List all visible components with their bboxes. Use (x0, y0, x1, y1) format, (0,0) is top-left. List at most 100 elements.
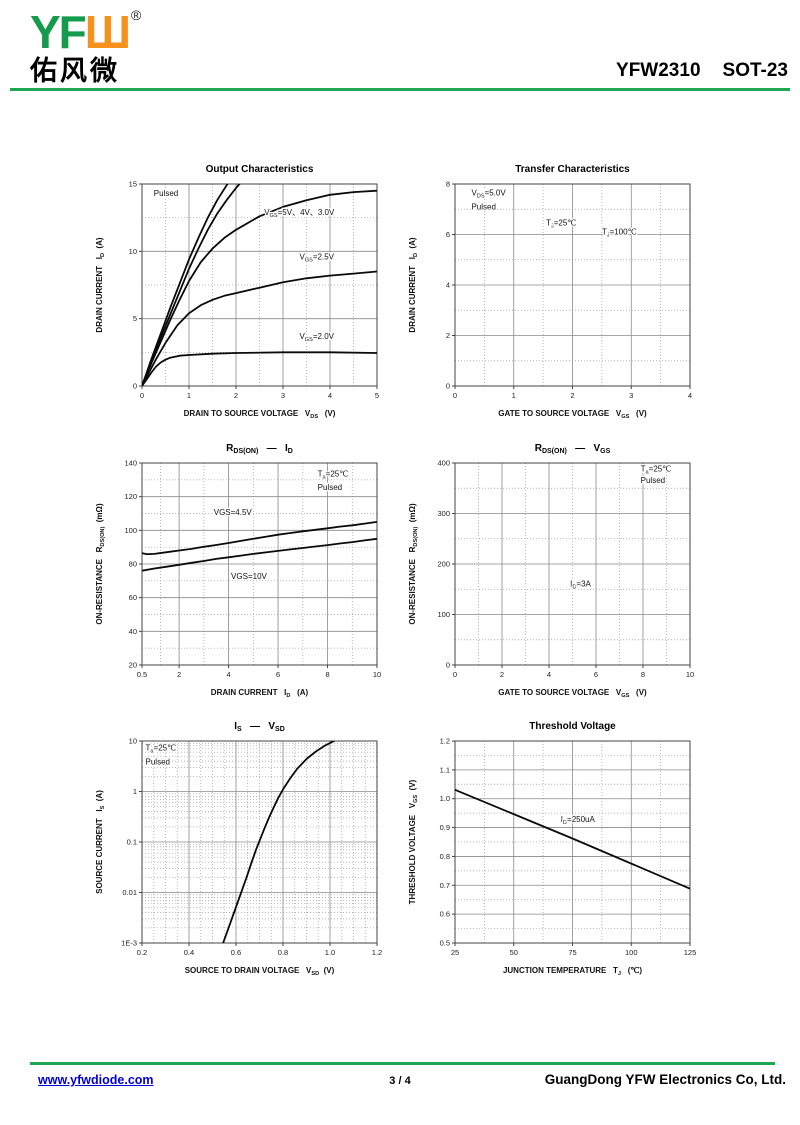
svg-text:VGS=2.5V: VGS=2.5V (299, 252, 334, 263)
svg-text:TJ=25℃: TJ=25℃ (546, 219, 576, 230)
svg-text:VGS=2.0V: VGS=2.0V (299, 332, 334, 343)
svg-text:SOURCE TO DRAIN VOLTAGE VSD: SOURCE TO DRAIN VOLTAGE VSD (V) (185, 966, 335, 977)
svg-text:ID=3A: ID=3A (570, 580, 591, 591)
svg-text:6: 6 (276, 670, 280, 679)
curve-vgs-4v (142, 184, 241, 386)
svg-text:2: 2 (570, 391, 574, 400)
page-number: 3 / 4 (389, 1075, 411, 1087)
svg-text:DRAIN CURRENT ID (A): DRAIN CURRENT ID (A) (211, 688, 309, 699)
svg-text:125: 125 (684, 948, 697, 957)
curve-vgs-4-5v (142, 521, 377, 556)
svg-text:0.01: 0.01 (122, 888, 137, 897)
curve-body-diode (222, 741, 336, 943)
svg-text:2: 2 (500, 670, 504, 679)
svg-text:0.1: 0.1 (127, 838, 137, 847)
svg-text:1: 1 (512, 391, 516, 400)
svg-text:0: 0 (453, 391, 457, 400)
svg-text:40: 40 (129, 627, 137, 636)
svg-text:2: 2 (446, 331, 450, 340)
svg-text:0.6: 0.6 (440, 910, 450, 919)
svg-text:4: 4 (328, 391, 332, 400)
curves-group (142, 184, 377, 386)
svg-text:8: 8 (446, 180, 450, 189)
svg-text:0.5: 0.5 (137, 670, 147, 679)
svg-text:100: 100 (625, 948, 638, 957)
svg-text:VGS=4.5V: VGS=4.5V (214, 508, 253, 517)
svg-text:GATE TO SOURCE VOLTAGE VGS: GATE TO SOURCE VOLTAGE VGS (V) (498, 688, 647, 699)
logo-chinese-name: 佑风微 (30, 56, 120, 86)
svg-text:1.2: 1.2 (372, 948, 382, 957)
svg-text:75: 75 (568, 948, 576, 957)
curves-group (142, 521, 377, 572)
svg-text:Threshold Voltage: Threshold Voltage (529, 721, 616, 732)
logo-w-glyph: Ш (84, 6, 131, 58)
svg-text:3: 3 (629, 391, 633, 400)
chart-output-characteristics: 0 1 2 3 4 5 0 5 10 15 Pulsed VGS=5V、4V、3.0V VGS=2.5V… (90, 158, 412, 426)
curve-vgs-10v (142, 537, 377, 572)
svg-text:Pulsed: Pulsed (154, 189, 178, 198)
footer-rule (30, 1062, 775, 1065)
part-number: YFW2310 (616, 60, 701, 81)
svg-text:0: 0 (446, 382, 450, 391)
curve-vgs-2-0v (142, 351, 377, 386)
svg-text:80: 80 (129, 560, 137, 569)
svg-text:IS — VSD: IS — VSD (234, 721, 285, 733)
svg-text:200: 200 (437, 560, 450, 569)
svg-text:120: 120 (124, 492, 137, 501)
svg-text:4: 4 (547, 670, 551, 679)
chart-canvas-is-vs-vsd: 0.2 0.4 0.6 0.8 1.0 1.2 1E-3 0.01 0.1 1 10 Ta=25℃ Pu… (95, 721, 382, 977)
svg-text:15: 15 (129, 180, 137, 189)
svg-text:Output Characteristics: Output Characteristics (206, 164, 314, 175)
chart-canvas-output-characteristics: 0 1 2 3 4 5 0 5 10 15 Pulsed VGS=5V、4V、3.0V VGS=2.5V… (95, 164, 379, 420)
svg-text:DRAIN TO SOURCE VOLTAGE VDS: DRAIN TO SOURCE VOLTAGE VDS (V) (184, 409, 336, 420)
svg-text:8: 8 (641, 670, 645, 679)
part-number-heading: YFW2310 SOT-23 (616, 60, 788, 82)
svg-text:VGS=10V: VGS=10V (231, 572, 267, 581)
package-name: SOT-23 (722, 60, 788, 81)
svg-text:Ta=25℃: Ta=25℃ (146, 743, 177, 754)
svg-text:2: 2 (234, 391, 238, 400)
svg-text:10: 10 (129, 247, 137, 256)
svg-text:Pulsed: Pulsed (146, 758, 170, 767)
svg-text:0.4: 0.4 (184, 948, 194, 957)
svg-text:300: 300 (437, 509, 450, 518)
svg-text:1.0: 1.0 (325, 948, 335, 957)
svg-text:RDS(ON) — ID: RDS(ON) — ID (226, 443, 293, 455)
svg-text:0: 0 (133, 382, 137, 391)
svg-text:Transfer Characteristics: Transfer Characteristics (515, 164, 630, 175)
svg-text:0.5: 0.5 (440, 939, 450, 948)
svg-text:4: 4 (226, 670, 230, 679)
chart-rdson-vs-vgs: 0 2 4 6 8 10 0 100 200 300 400 Ta=25℃ Pulsed ID=3A RDS… (403, 437, 725, 705)
svg-text:0: 0 (446, 661, 450, 670)
svg-text:THRESHOLD VOLTAGE VGS (V): THRESHOLD VOLTAGE VGS (V) (408, 779, 419, 904)
chart-threshold-voltage: 25 50 75 100 125 0.5 0.6 0.7 0.8 0.9 1.0 1.1 1.2 ID=2… (403, 715, 725, 983)
header-rule (10, 88, 790, 91)
svg-text:6: 6 (594, 670, 598, 679)
svg-text:400: 400 (437, 459, 450, 468)
svg-text:RDS(ON) — VGS: RDS(ON) — VGS (535, 443, 611, 455)
chart-canvas-transfer-characteristics: 0 1 2 3 4 0 2 4 6 8 VDS=5.0V Pulsed TJ=25℃ TJ=100℃ Tra… (408, 164, 692, 420)
svg-text:2: 2 (177, 670, 181, 679)
svg-text:DRAIN CURRENT ID (A): DRAIN CURRENT ID (A) (95, 237, 106, 332)
svg-text:100: 100 (437, 610, 450, 619)
svg-text:20: 20 (129, 661, 137, 670)
svg-text:0: 0 (140, 391, 144, 400)
svg-text:0: 0 (453, 670, 457, 679)
svg-text:1E-3: 1E-3 (121, 939, 137, 948)
website-link[interactable]: www.yfwdiode.com (38, 1073, 154, 1087)
svg-text:4: 4 (688, 391, 692, 400)
svg-text:1.1: 1.1 (440, 765, 450, 774)
svg-text:8: 8 (325, 670, 329, 679)
svg-text:1.0: 1.0 (440, 794, 450, 803)
svg-text:1: 1 (187, 391, 191, 400)
svg-text:4: 4 (446, 281, 450, 290)
svg-text:100: 100 (124, 526, 137, 535)
svg-text:60: 60 (129, 593, 137, 602)
chart-rdson-vs-id: 0.5 2 4 6 8 10 20 40 60 80 100 120 140 Ta=25℃ Pulsed VG… (90, 437, 412, 705)
svg-text:VGS=5V、4V、3.0V: VGS=5V、4V、3.0V (264, 208, 335, 219)
logo-yf-text: YF (30, 6, 87, 58)
svg-text:0.9: 0.9 (440, 823, 450, 832)
svg-text:6: 6 (446, 230, 450, 239)
chart-canvas-rdson-vs-vgs: 0 2 4 6 8 100100200300400Ta=25℃PulsedID=3ARDS… (408, 443, 694, 699)
yfw-logo: YFШ ® 佑风微 (30, 8, 141, 85)
